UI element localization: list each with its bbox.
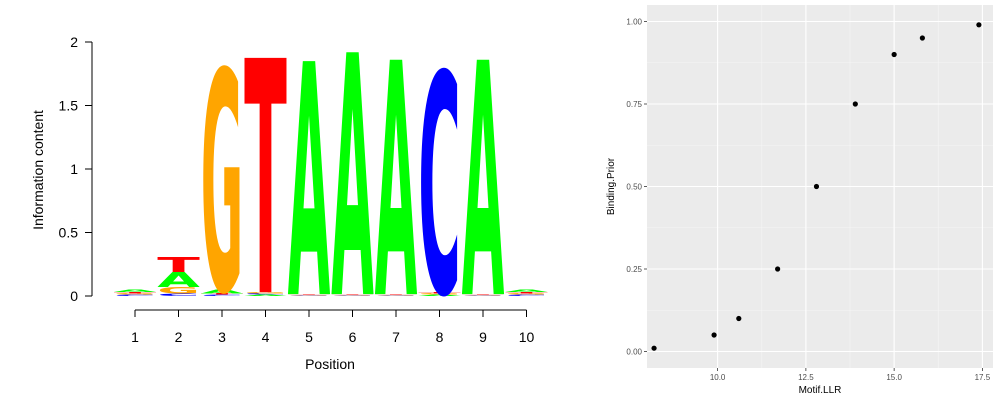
scatter-y-tick-label: 1.00 <box>626 18 642 27</box>
sequence-logo-chart: 0 0.5 1 1.5 2 Information content 1 2 3 4 5 6 7 8 9 10 P… <box>30 0 549 373</box>
logo-letter-a-pos7: A <box>375 0 418 370</box>
logo-letter-g-pos7: G <box>375 295 418 296</box>
scatter-y-tick-label: 0.50 <box>626 183 642 192</box>
scatter-chart: 10.0 12.5 15.0 17.5 0.00 0.25 0.50 0.75 1.00 Moti… <box>606 5 993 396</box>
logo-y-tick-label: 0.5 <box>59 225 79 241</box>
logo-x-tick-label: 4 <box>262 329 270 345</box>
scatter-point <box>813 183 820 190</box>
scatter-y-tick-label: 0.25 <box>626 265 642 274</box>
logo-letter-g-pos9: G <box>462 295 505 296</box>
logo-letter-c-pos2: C <box>157 293 200 297</box>
logo-letter-a-pos9: A <box>462 0 505 370</box>
logo-x-tick-label: 5 <box>305 329 313 345</box>
scatter-point <box>651 345 657 351</box>
logo-letter-c-pos4: C <box>244 293 287 295</box>
logo-letter-a-pos6: A <box>331 0 374 373</box>
scatter-point <box>711 332 717 338</box>
logo-letter-t-pos6: T <box>331 294 374 295</box>
logo-letter-a-pos2: A <box>157 268 200 292</box>
logo-letter-g-pos6: G <box>331 295 374 296</box>
logo-letter-c-pos8: C <box>418 12 461 364</box>
logo-letter-c-pos10: C <box>505 294 548 296</box>
scatter-point <box>736 315 742 322</box>
logo-letter-c-pos1: C <box>114 294 157 296</box>
logo-letter-t-pos9: T <box>462 294 505 295</box>
logo-x-tick-label: 1 <box>131 329 139 345</box>
logo-letter-t-pos4: T <box>244 0 287 369</box>
logo-letter-c-pos5: C <box>288 295 331 296</box>
scatter-y-axis-label: Binding.Prior <box>606 157 617 215</box>
scatter-point <box>775 266 781 272</box>
logo-letter-t-pos5: T <box>288 294 331 295</box>
logo-y-axis-label: Information content <box>30 110 46 230</box>
scatter-x-tick-label: 10.0 <box>710 373 726 382</box>
logo-letter-a-pos8: A <box>418 294 461 296</box>
logo-letter-t-pos10: T <box>505 292 548 294</box>
scatter-x-tick-label: 12.5 <box>798 373 814 382</box>
scatter-x-tick-label: 17.5 <box>975 373 991 382</box>
logo-x-tick-label: 3 <box>218 329 226 345</box>
logo-letter-g-pos8: G <box>418 293 461 295</box>
logo-letter-a-pos4: A <box>244 294 287 296</box>
logo-letter-a-pos5: A <box>288 0 331 370</box>
logo-x-tick-label: 6 <box>349 329 357 345</box>
logo-letter-g-pos1: G <box>114 293 157 295</box>
logo-x-tick-label: 10 <box>519 329 535 345</box>
logo-letter-g-pos10: G <box>505 293 548 295</box>
logo-letter-c-pos6: C <box>331 295 374 296</box>
scatter-x-axis-label: Motif.LLR <box>799 385 842 396</box>
logo-x-tick-label: 9 <box>479 329 487 345</box>
logo-letter-a-pos1: A <box>114 289 157 293</box>
logo-x-axis-label: Position <box>305 356 355 372</box>
logo-y-tick-label: 1.5 <box>59 98 79 114</box>
logo-letter-t-pos3: T <box>201 293 244 295</box>
logo-y-tick-label: 0 <box>70 288 78 304</box>
scatter-x-tick-label: 15.0 <box>886 373 902 382</box>
logo-letter-g-pos4: G <box>244 292 287 294</box>
logo-letter-a-pos10: A <box>505 289 548 293</box>
logo-y-tick-label: 1 <box>70 161 78 177</box>
logo-letter-t-pos2: T <box>157 253 200 277</box>
logo-letter-t-pos1: T <box>114 292 157 294</box>
scatter-y-tick-label: 0.00 <box>626 348 642 357</box>
logo-letter-g-pos2: G <box>157 285 200 295</box>
logo-letter-g-pos3: G <box>201 10 244 362</box>
scatter-point <box>919 35 925 41</box>
scatter-y-tick-label: 0.75 <box>626 100 642 109</box>
logo-letter-c-pos3: C <box>201 294 244 296</box>
logo-letter-c-pos7: C <box>375 295 418 296</box>
logo-x-tick-label: 8 <box>436 329 444 345</box>
scatter-point <box>891 51 897 58</box>
logo-x-tick-label: 7 <box>392 329 400 345</box>
logo-letter-c-pos9: C <box>462 295 505 296</box>
logo-y-tick-label: 2 <box>70 34 78 50</box>
logo-letter-t-pos7: T <box>375 294 418 295</box>
scatter-point <box>976 22 982 28</box>
logo-letter-a-pos3: A <box>201 289 244 295</box>
logo-letter-g-pos5: G <box>288 295 331 296</box>
logo-x-tick-label: 2 <box>175 329 183 345</box>
logo-letter-t-pos8: T <box>418 292 461 294</box>
scatter-point <box>852 101 858 107</box>
